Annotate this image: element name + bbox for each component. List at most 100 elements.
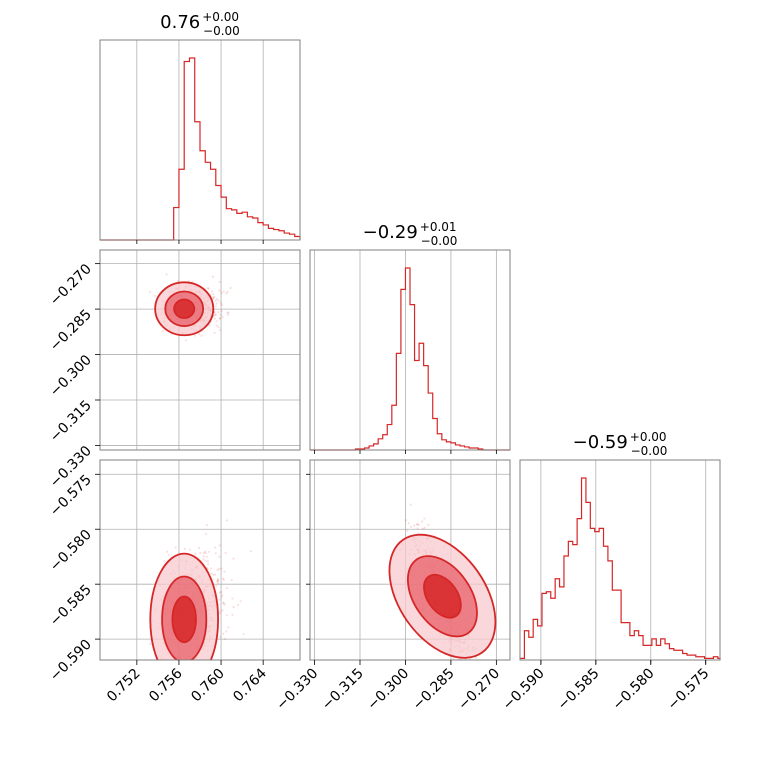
sample-point [216, 580, 220, 583]
panel-frame [309, 459, 511, 661]
sample-point [206, 560, 209, 563]
sample-point [185, 661, 187, 663]
sample-point [218, 317, 221, 320]
panel-frame [309, 249, 511, 451]
sample-point [225, 630, 228, 633]
sample-point [217, 567, 221, 570]
sample-point [222, 602, 225, 605]
sample-point [202, 551, 205, 554]
sample-point [188, 548, 192, 551]
sample-point [227, 311, 230, 314]
sample-point [222, 601, 225, 604]
sample-point [216, 569, 219, 572]
panel-frame [519, 459, 721, 661]
sample-point [211, 296, 214, 299]
sample-point [226, 313, 230, 316]
sample-point [193, 334, 197, 337]
sample-point [214, 546, 217, 549]
sample-point [220, 313, 223, 316]
sample-point [232, 606, 235, 609]
contour-level-light [423, 573, 462, 619]
sample-point [214, 313, 217, 316]
sample-point [214, 313, 217, 316]
histogram-step [520, 477, 721, 660]
sample-point [415, 523, 418, 526]
sample-point [214, 552, 217, 555]
sample-point [217, 299, 220, 302]
sample-point [161, 329, 164, 333]
sample-point [210, 290, 214, 293]
sample-point [174, 546, 177, 549]
sample-point [474, 656, 478, 659]
sample-point [407, 522, 410, 525]
sample-point [225, 519, 229, 522]
sample-point [204, 559, 207, 563]
param-title-2: −0.29 +0.01 −0.00 [363, 220, 458, 248]
x-tick-label-2: −0.300 [364, 666, 412, 714]
sample-point [209, 567, 213, 570]
sample-point [220, 595, 223, 599]
sample-point [239, 600, 242, 603]
sample-point [183, 547, 186, 551]
panel-frame [99, 249, 301, 451]
sample-point [216, 581, 220, 584]
sample-point [222, 632, 225, 635]
x-tick-label-1: 0.764 [230, 665, 270, 705]
sample-point [206, 670, 208, 672]
contour-level-light [173, 298, 196, 319]
sample-point [421, 520, 424, 523]
joint-content [388, 503, 497, 671]
sample-point [205, 523, 209, 527]
sample-point [220, 309, 223, 313]
sample-point [210, 572, 213, 575]
sample-point [221, 609, 224, 612]
x-tick-label-3: −0.590 [500, 666, 548, 714]
sample-point [212, 293, 215, 296]
sample-point [217, 311, 220, 314]
joint-content [149, 273, 232, 342]
sample-point [163, 560, 166, 563]
y-tick-label-2: −0.285 [47, 307, 95, 355]
sample-point [204, 552, 207, 555]
sample-point [194, 552, 197, 555]
sample-point [226, 290, 229, 294]
y-tick-label-2: −0.300 [47, 352, 95, 400]
sample-point [223, 637, 227, 641]
sample-point [225, 292, 228, 295]
param-title-3: −0.59 +0.00 −0.00 [573, 430, 668, 458]
sample-point [217, 326, 220, 329]
sample-point [206, 286, 210, 290]
sample-point [218, 555, 221, 558]
x-tick-label-2: −0.330 [273, 666, 321, 714]
sample-point [452, 657, 455, 660]
sample-point [478, 669, 480, 671]
title-upper-error: +0.01 [420, 220, 457, 234]
title-upper-error: +0.00 [630, 430, 667, 444]
sample-point [213, 573, 217, 576]
sample-point [218, 598, 221, 601]
histogram-panel-2 [309, 249, 511, 454]
sample-point [197, 546, 201, 549]
sample-point [205, 555, 208, 558]
sample-point [461, 666, 463, 668]
sample-point [215, 297, 218, 301]
y-tick-label-3: −0.580 [47, 527, 95, 575]
sample-point [427, 523, 430, 527]
sample-point [463, 665, 465, 667]
sample-point [167, 553, 170, 556]
sample-point [222, 578, 226, 581]
title-lower-error: −0.00 [203, 24, 240, 38]
sample-point [413, 524, 416, 527]
sample-point [227, 626, 230, 629]
panel-frame [99, 459, 301, 661]
title-lower-error: −0.00 [421, 234, 458, 248]
y-tick-label-2: −0.315 [47, 398, 95, 446]
sample-point [202, 557, 205, 561]
sample-point [226, 311, 229, 314]
sample-point [222, 290, 225, 293]
histogram-panel-1 [99, 39, 301, 244]
sample-point [216, 578, 220, 581]
histogram-panel-3 [519, 459, 721, 664]
x-tick-label-3: −0.585 [555, 666, 603, 714]
sample-point [218, 544, 221, 547]
